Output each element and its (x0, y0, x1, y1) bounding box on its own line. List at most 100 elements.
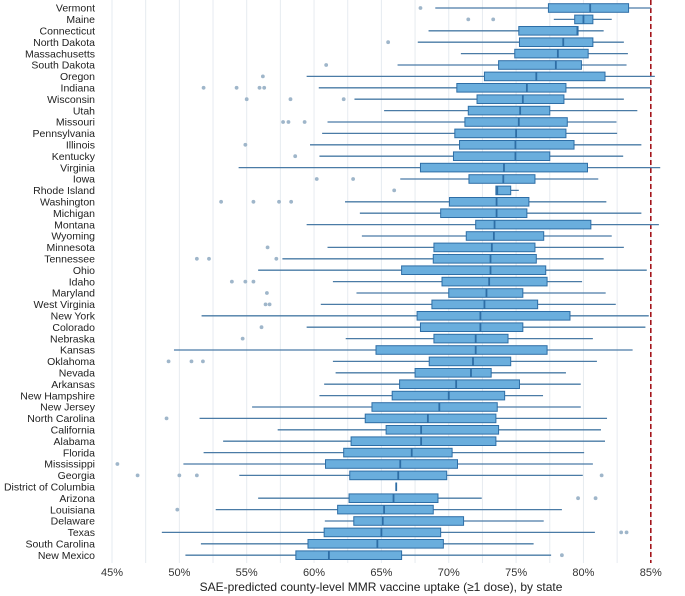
outlier-point (189, 359, 194, 364)
box (353, 516, 465, 526)
state-label: Massachusetts (25, 48, 95, 60)
outlier-point (164, 416, 169, 421)
state-label: Alabama (54, 436, 96, 448)
state-label: West Virginia (34, 299, 96, 311)
state-row: Connecticut (40, 26, 604, 38)
outlier-point (175, 507, 180, 512)
outlier-point (351, 177, 356, 181)
box (324, 459, 459, 469)
state-label: Ohio (73, 265, 95, 277)
state-row: Arizona (59, 493, 598, 505)
state-label: Oklahoma (47, 356, 95, 368)
state-row: New Jersey (40, 402, 581, 414)
state-label: North Dakota (33, 37, 95, 49)
outlier-point (281, 120, 285, 124)
outlier-point (392, 188, 397, 193)
x-tick-label: 80% (572, 567, 594, 579)
box (440, 208, 528, 218)
box (414, 368, 492, 378)
state-label: Montana (54, 219, 95, 231)
state-row: Mississippi (44, 459, 593, 471)
outlier-point (251, 199, 256, 204)
state-row: Nebraska (50, 333, 593, 345)
state-label: Connecticut (40, 26, 96, 38)
state-label: Indiana (61, 83, 96, 95)
outlier-point (576, 496, 580, 501)
box (401, 265, 547, 275)
box (464, 117, 568, 127)
state-label: Idaho (69, 276, 95, 288)
state-row: Vermont (56, 3, 651, 15)
box (476, 94, 565, 105)
state-label: New Mexico (38, 550, 95, 562)
state-label: Utah (73, 105, 95, 117)
state-row: Rhode Island (33, 185, 519, 197)
box (419, 322, 524, 332)
box (495, 185, 512, 196)
box (433, 333, 509, 344)
outlier-point (201, 85, 206, 90)
state-label: Florida (63, 447, 95, 459)
state-row: Iowa (73, 174, 599, 186)
state-label: Wisconsin (47, 94, 95, 106)
outlier-point (314, 177, 319, 181)
state-row: North Carolina (27, 413, 608, 425)
state-row: Nevada (59, 368, 566, 380)
box (465, 231, 545, 241)
state-row: South Dakota (31, 60, 627, 72)
state-label: Kansas (60, 345, 95, 357)
state-row: Florida (63, 447, 585, 459)
outlier-point (234, 85, 239, 90)
outlier-point (593, 496, 598, 501)
state-label: Kentucky (52, 151, 96, 163)
state-row: Missouri (56, 117, 617, 129)
box (475, 219, 592, 230)
state-row: New Mexico (38, 550, 564, 562)
state-row: Montana (54, 219, 659, 231)
outlier-point (288, 97, 293, 102)
state-label: Vermont (56, 3, 95, 15)
state-row: Michigan (53, 208, 642, 220)
state-row: Minnesota (47, 242, 624, 254)
outlier-point (219, 199, 224, 204)
state-label: Mississippi (44, 459, 95, 471)
state-row: District of Columbia (4, 482, 398, 494)
state-label: Oregon (60, 71, 95, 83)
outlier-point (274, 256, 279, 261)
state-row: Delaware (51, 516, 544, 528)
state-label: Michigan (53, 208, 95, 220)
state-row: Oklahoma (47, 356, 597, 368)
outlier-point (260, 74, 265, 79)
state-label: Nevada (59, 368, 95, 380)
outlier-point (265, 245, 270, 250)
state-row: Louisiana (50, 504, 562, 516)
outlier-point (259, 325, 264, 330)
state-label: Nebraska (50, 333, 95, 345)
outlier-point (491, 17, 496, 22)
state-row: Indiana (61, 83, 651, 95)
state-row: Tennessee (44, 254, 604, 266)
outlier-point (229, 279, 234, 284)
outlier-point (166, 359, 171, 364)
state-row: North Dakota (33, 37, 624, 49)
state-label: Arkansas (51, 379, 95, 391)
box (399, 379, 520, 389)
outlier-point (257, 85, 262, 90)
state-label: Delaware (51, 516, 96, 528)
box (323, 527, 442, 538)
x-tick-label: 60% (303, 567, 325, 579)
box (452, 151, 551, 161)
state-row: Kentucky (52, 151, 624, 163)
state-label: Pennsylvania (33, 128, 96, 140)
state-row: Alabama (54, 436, 606, 448)
state-label: Tennessee (44, 254, 95, 266)
state-row: Wyoming (51, 231, 612, 243)
outlier-point (293, 154, 298, 159)
state-row: Illinois (66, 140, 642, 152)
state-row: Oregon (60, 71, 655, 83)
box (441, 276, 548, 287)
outlier-point (466, 17, 471, 22)
state-label: New Jersey (40, 402, 96, 414)
outlier-point (599, 473, 604, 478)
